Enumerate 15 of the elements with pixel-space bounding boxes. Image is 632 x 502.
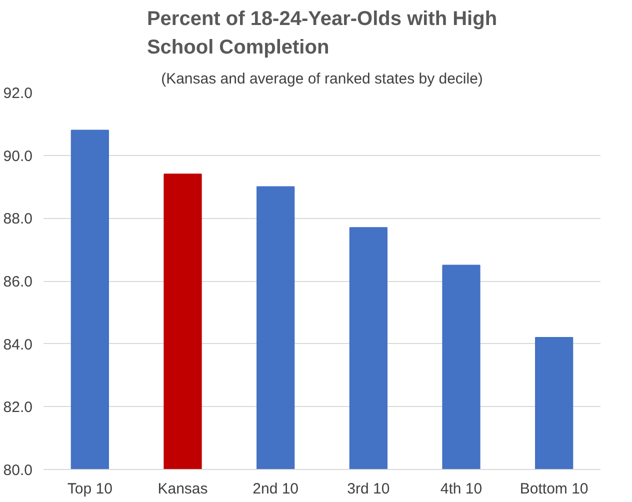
chart-subtitle: (Kansas and average of ranked states by decile) <box>161 70 483 88</box>
y-tick-label: 86.0 <box>3 274 33 290</box>
chart-title: Percent of 18-24-Year-Olds with High School Completion <box>146 8 498 58</box>
x-tick-label: Top 10 <box>67 480 112 498</box>
y-tick-label: 88.0 <box>3 210 33 228</box>
x-tick-label: 3rd 10 <box>347 480 390 498</box>
y-tick-label: 84.0 <box>3 336 33 354</box>
x-tick-label: Kansas <box>158 480 208 498</box>
x-tick-label: Bottom 10 <box>520 480 588 498</box>
y-tick-label: 90.0 <box>3 148 33 165</box>
x-tick-label: 4th 10 <box>440 480 482 498</box>
y-tick-label: 80.0 <box>3 462 33 479</box>
y-tick-label: 92.0 <box>3 85 33 102</box>
y-tick-label: 82.0 <box>3 399 33 416</box>
x-tick-label: 2nd 10 <box>252 480 299 498</box>
